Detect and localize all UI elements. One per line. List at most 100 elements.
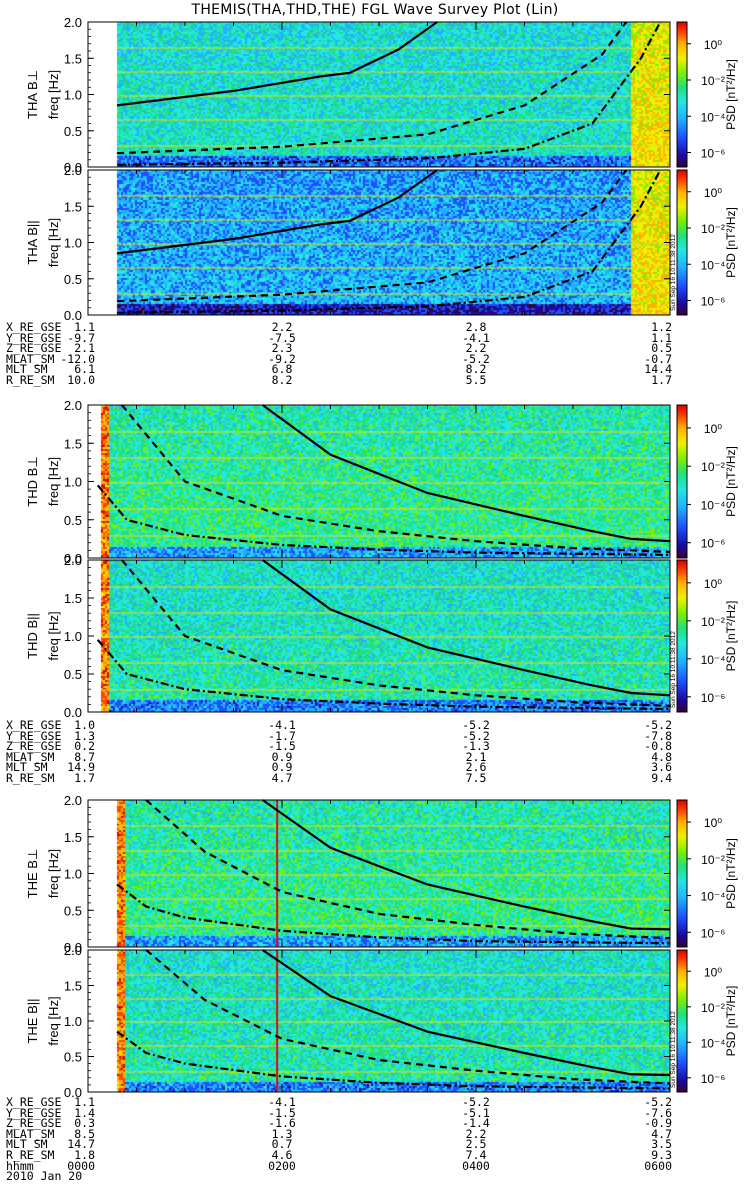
- frequency-curve-solid: [261, 404, 671, 543]
- the-panel-par-spectrogram: [88, 950, 670, 1092]
- ephemeris-value: -5.2: [644, 718, 672, 732]
- colorbar-tick-label: 10⁰: [704, 965, 722, 979]
- ephemeris-label: Z_RE_GSE: [6, 739, 62, 754]
- ephemeris-value: 1.3: [74, 728, 95, 743]
- panel-ylabel-component: THE B||: [25, 998, 40, 1043]
- ephemeris-value: 2.8: [465, 320, 487, 334]
- ephemeris-row: Y_RE_GSE -9.7 -7.5 -4.1 1.1: [6, 330, 706, 345]
- y-tick-label: 0.0: [64, 940, 82, 955]
- y-tick-label: 2.0: [64, 553, 82, 568]
- ephemeris-value: 1.7: [651, 372, 672, 387]
- colorbar: [676, 799, 688, 948]
- ephemeris-value: 2.6: [465, 760, 487, 775]
- plot-title: THEMIS(THA,THD,THE) FGL Wave Survey Plot…: [191, 2, 559, 18]
- colorbar-tick-label: 10⁻²: [701, 1001, 725, 1015]
- y-tick-label: 1.5: [64, 199, 82, 214]
- colorbar-tick-label: 10⁻²: [701, 74, 725, 88]
- panel-ylabel-component: THA B||: [25, 220, 40, 264]
- ephemeris-value: 1.4: [74, 1105, 95, 1120]
- thd-ephemeris: X_RE_GSE 1.0 -4.1 -5.2 -5.2 Y_RE_GSE 1.3 -1.7 -5…: [6, 718, 706, 785]
- ephemeris-value: 4.7: [651, 1126, 672, 1141]
- ephemeris-label: MLAT_SM: [6, 749, 55, 764]
- ephemeris-row: Z_RE_GSE 0.3 -1.6 -1.4 -0.9: [6, 1118, 706, 1129]
- y-tick-label: 0.0: [64, 1085, 82, 1100]
- y-tick-label: 1.0: [64, 236, 82, 251]
- ephemeris-value: 14.4: [644, 362, 672, 377]
- y-tick-label: 2.0: [64, 793, 82, 808]
- time-axis-row: hhmm 0000 0200 0400 0600: [6, 1160, 706, 1172]
- ephemeris-label: X_RE_GSE: [6, 718, 62, 732]
- date-label: 2010 Jan 20: [6, 1169, 83, 1184]
- ephemeris-value: -7.5: [268, 330, 296, 345]
- ephemeris-row: Z_RE_GSE 0.2 -1.5 -1.3 -0.8: [6, 741, 706, 752]
- ephemeris-value: 1.0: [74, 718, 95, 732]
- ephemeris-label: R_RE_SM: [6, 770, 55, 785]
- colorbar-tick-label: 10⁻²: [701, 460, 725, 474]
- y-tick-label: 2.0: [64, 163, 82, 178]
- timestamp-stamp: Sun Sep 16 10:11:38 2012: [670, 1011, 677, 1088]
- ephemeris-value: 0.9: [271, 749, 293, 764]
- colorbar-tick-label: 10⁰: [704, 422, 722, 436]
- colorbar-tick-label: 10⁻⁴: [701, 498, 726, 512]
- ephemeris-value: -1.7: [268, 728, 296, 743]
- ephemeris-value: 14.9: [67, 760, 95, 775]
- ephemeris-value: 1.1: [74, 1095, 95, 1109]
- timestamp-stamp: Sun Sep 16 10:11:38 2012: [670, 234, 677, 311]
- y-tick-label: 0.5: [64, 903, 82, 918]
- ephemeris-value: 0.9: [271, 760, 293, 775]
- tha-panel-par-spectrogram: [88, 170, 670, 315]
- ephemeris-value: 2.1: [465, 749, 487, 764]
- ephemeris-value: 1.1: [74, 320, 95, 334]
- frequency-curve-solid: [261, 559, 671, 697]
- y-tick-label: 0.5: [64, 667, 82, 682]
- ephemeris-value: 6.1: [74, 362, 95, 377]
- y-tick-label: 0.5: [64, 513, 82, 528]
- panel-ylabel-unit: freq [Hz]: [46, 70, 61, 119]
- ephemeris-value: 1.3: [271, 1126, 293, 1141]
- colorbar-tick-label: 10⁰: [704, 816, 722, 830]
- y-tick-label: 1.5: [64, 591, 82, 606]
- y-tick-label: 1.0: [64, 867, 82, 882]
- frequency-curve-solid: [116, 169, 438, 255]
- colorbar-tick-label: 10⁻⁶: [701, 147, 726, 161]
- ephemeris-value: -0.7: [644, 351, 672, 366]
- colorbar-tick-label: 10⁰: [704, 38, 722, 52]
- ephemeris-value: 1.8: [74, 1147, 95, 1162]
- ephemeris-label: Y_RE_GSE: [6, 330, 62, 345]
- ephemeris-value: -0.8: [644, 739, 672, 754]
- colorbar-tick-label: 10⁻⁶: [701, 1072, 726, 1086]
- y-tick-label: 0.5: [64, 124, 82, 139]
- ephemeris-label: Y_RE_GSE: [6, 728, 62, 743]
- ephemeris-value: 1.2: [651, 320, 672, 334]
- ephemeris-value: -4.1: [462, 330, 490, 345]
- ephemeris-row: Z_RE_GSE 2.1 2.3 2.2 0.5: [6, 343, 706, 354]
- ephemeris-value: -1.5: [268, 1105, 296, 1120]
- colorbar-tick-label: 10⁻⁴: [701, 258, 726, 272]
- tha-panel-perp-spectrogram: [88, 22, 670, 167]
- y-tick-label: 0.5: [64, 1050, 82, 1065]
- colorbar-tick-label: 10⁻⁶: [701, 295, 726, 309]
- ephemeris-value: 2.2: [465, 341, 487, 356]
- timestamp-stamp: Sun Sep 16 10:11:38 2012: [670, 631, 677, 708]
- ephemeris-label: R_RE_SM: [6, 372, 55, 387]
- ephemeris-row: MLAT_SM 8.7 0.9 2.1 4.8: [6, 749, 706, 764]
- axes-layer: 0.0 0.5 1.0 1.5 2.0 THA B⊥ freq [Hz] 10⁰ 10⁻² 10⁻…: [25, 15, 738, 1100]
- ephemeris-row: MLAT_SM -12.0 -9.2 -5.2 -0.7: [6, 351, 706, 366]
- ephemeris-value: 8.2: [271, 372, 293, 387]
- y-tick-label: 0.0: [64, 160, 82, 175]
- ephemeris-value: -1.5: [268, 739, 296, 754]
- panel-ylabel-unit: freq [Hz]: [46, 218, 61, 267]
- ephemeris-value: -7.6: [644, 1105, 672, 1120]
- ephemeris-label: MLAT_SM: [6, 351, 55, 366]
- y-tick-label: 1.5: [64, 436, 82, 451]
- ephemeris-value: -0.9: [644, 1116, 672, 1131]
- ephemeris-value: -5.1: [462, 1105, 490, 1120]
- frequency-curve-solid: [261, 949, 671, 1077]
- ephemeris-row: MLT_SM 14.7 0.7 2.5 3.5: [6, 1139, 706, 1150]
- colorbar-label: PSD [nT²/Hz]: [724, 446, 738, 517]
- y-tick-label: 0.0: [64, 551, 82, 566]
- colorbar-tick-label: 10⁰: [704, 577, 722, 591]
- ephemeris-value: -1.3: [462, 739, 490, 754]
- y-tick-label: 2.0: [64, 15, 82, 30]
- frequency-curve-dashed: [121, 559, 671, 707]
